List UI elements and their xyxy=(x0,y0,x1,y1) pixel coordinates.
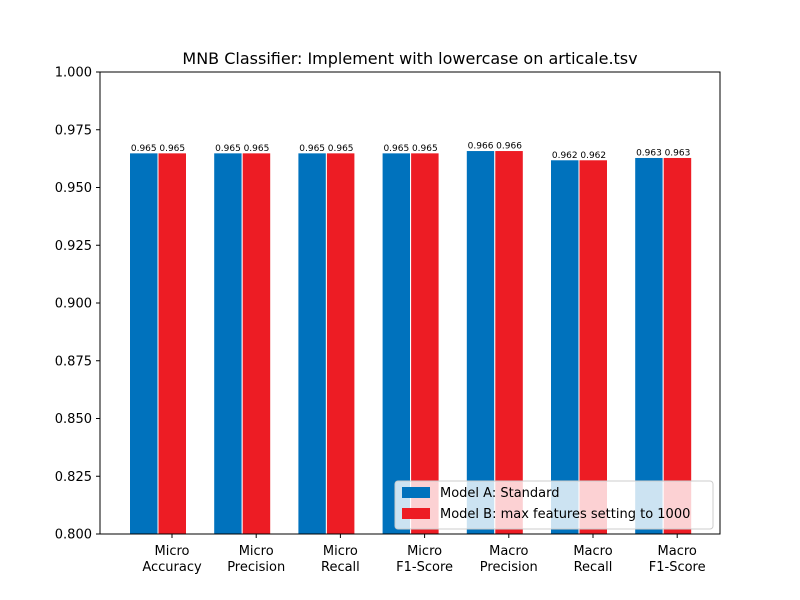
data-label: 0.965 xyxy=(244,144,270,154)
y-tick-label: 0.975 xyxy=(55,123,92,138)
bar-model-a xyxy=(550,159,580,535)
data-label: 0.965 xyxy=(215,144,241,154)
data-label: 0.966 xyxy=(496,142,522,152)
bar-model-a xyxy=(297,152,327,535)
y-axis: 0.800 0.825 0.850 0.875 0.900 0.925 0.950 0.975… xyxy=(55,66,100,543)
x-tick-label: Micro F1-Score xyxy=(396,544,453,575)
y-tick-label: 0.800 xyxy=(55,528,92,543)
bar-model-b xyxy=(241,152,272,535)
y-tick-label: 1.000 xyxy=(55,66,92,81)
x-axis: Micro Accuracy Micro Precision Micro Recall Mi… xyxy=(142,534,706,575)
x-tick-label: Macro Recall xyxy=(573,544,612,575)
bar-model-b xyxy=(494,150,524,535)
bar-model-b xyxy=(157,152,187,535)
bar-model-b xyxy=(325,152,356,535)
data-label: 0.965 xyxy=(131,144,157,154)
bars-layer xyxy=(129,150,693,535)
x-tick-label: Micro Precision xyxy=(227,544,285,575)
legend-swatch-model-b xyxy=(402,508,430,519)
bar-model-a xyxy=(465,150,496,535)
y-tick-label: 0.925 xyxy=(55,239,92,254)
data-label: 0.963 xyxy=(636,148,662,158)
y-tick-label: 0.950 xyxy=(55,181,92,196)
data-label: 0.965 xyxy=(383,144,409,154)
x-tick-label: Micro Accuracy xyxy=(142,544,202,575)
x-tick-label: Macro Precision xyxy=(480,544,538,575)
y-tick-label: 0.825 xyxy=(55,470,92,485)
data-label: 0.962 xyxy=(580,151,606,161)
legend-label-model-a: Model A: Standard xyxy=(440,486,559,501)
data-label: 0.965 xyxy=(299,144,325,154)
x-tick-label: Micro Recall xyxy=(321,544,360,575)
chart-title: MNB Classifier: Implement with lowercase… xyxy=(182,49,637,68)
data-label: 0.965 xyxy=(328,144,354,154)
bar-model-a xyxy=(634,156,664,535)
legend: Model A: Standard Model B: max features … xyxy=(394,480,714,530)
y-tick-label: 0.900 xyxy=(55,297,92,312)
bar-model-b xyxy=(410,152,440,535)
data-label: 0.963 xyxy=(665,148,691,158)
bar-model-b xyxy=(662,156,693,535)
y-tick-label: 0.850 xyxy=(55,412,92,427)
data-label: 0.965 xyxy=(159,144,185,154)
bar-model-a xyxy=(381,152,412,535)
legend-frame xyxy=(394,480,714,530)
bar-model-a xyxy=(213,152,243,535)
y-tick-label: 0.875 xyxy=(55,354,92,369)
x-tick-label: Macro F1-Score xyxy=(649,544,706,575)
data-label: 0.965 xyxy=(412,144,438,154)
bar-model-b xyxy=(578,159,608,535)
data-label: 0.962 xyxy=(552,151,578,161)
bar-model-a xyxy=(129,152,159,535)
value-labels-layer: 0.965 0.965 0.965 0.965 0.965 0.965 0.965 0.965… xyxy=(131,142,690,161)
legend-swatch-model-a xyxy=(402,487,430,498)
legend-label-model-b: Model B: max features setting to 1000 xyxy=(440,507,690,522)
data-label: 0.966 xyxy=(468,142,494,152)
